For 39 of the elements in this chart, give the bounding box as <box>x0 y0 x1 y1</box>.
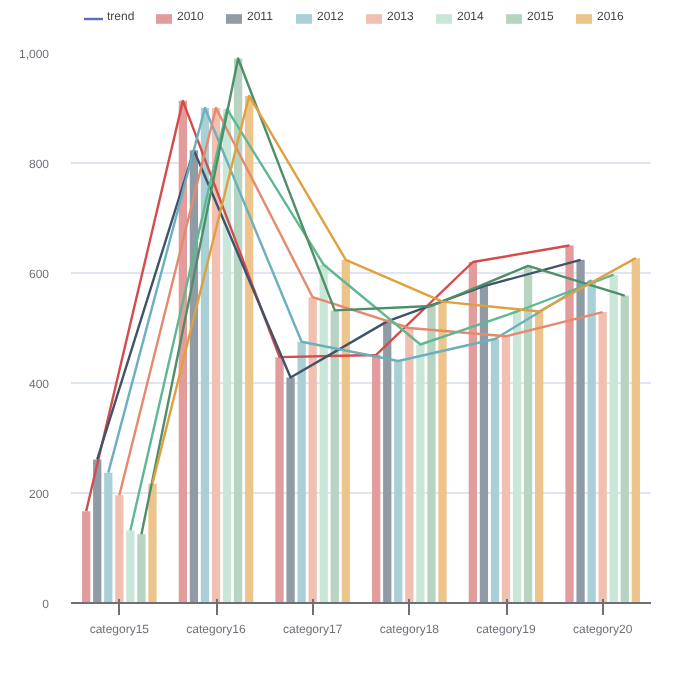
bar <box>512 311 522 603</box>
bar <box>576 259 585 603</box>
bar <box>631 258 640 603</box>
bar <box>82 511 91 603</box>
line-series <box>151 94 638 485</box>
bar <box>286 377 295 603</box>
bar <box>427 306 436 603</box>
bar <box>341 259 350 603</box>
line-series <box>84 99 571 513</box>
bar <box>438 301 447 603</box>
bar <box>319 264 328 603</box>
bar <box>565 245 574 603</box>
bar <box>479 286 489 603</box>
bar <box>394 361 403 603</box>
bar <box>416 344 425 603</box>
bar <box>93 459 102 603</box>
bar <box>308 297 317 603</box>
bar <box>126 530 135 603</box>
bar <box>330 310 339 603</box>
bar <box>275 357 284 603</box>
bar <box>297 341 306 603</box>
bar <box>587 280 596 603</box>
bar <box>620 295 629 603</box>
bar <box>148 483 157 603</box>
bar <box>609 274 618 603</box>
bar <box>523 265 533 603</box>
bar <box>115 495 124 603</box>
bar <box>372 354 381 603</box>
bar <box>535 311 544 603</box>
bar <box>137 534 146 603</box>
bar <box>245 95 254 603</box>
line-series <box>96 149 582 461</box>
bar <box>383 321 392 603</box>
bar <box>405 328 414 603</box>
bar <box>598 312 607 603</box>
bar <box>104 472 113 603</box>
bar <box>501 336 511 603</box>
bar <box>468 262 477 603</box>
bar <box>490 339 500 603</box>
